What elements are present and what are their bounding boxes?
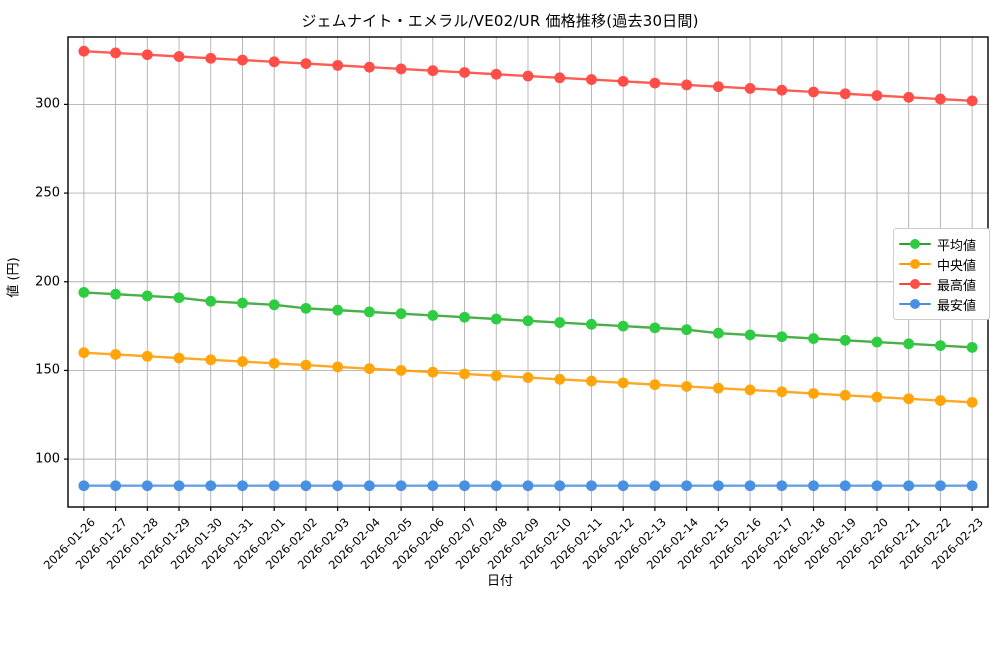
chart-title: ジェムナイト・エメラル/VE02/UR 価格推移(過去30日間) — [301, 12, 699, 30]
y-axis-tick-labels: 100 150 200 250 300 — [8, 0, 60, 600]
y-tick-label: 150 — [35, 362, 60, 378]
x-axis-label: 日付 — [486, 574, 513, 589]
legend-label: 中央値 — [937, 258, 977, 274]
chart-legend: 平均値中央値最高値最安値 — [893, 228, 990, 320]
series-line — [78, 347, 978, 408]
series-line — [78, 286, 978, 353]
y-tick-label: 250 — [35, 185, 60, 201]
legend-item[interactable]: 最安値 — [899, 294, 983, 314]
legend-item[interactable]: 平均値 — [899, 234, 983, 254]
legend-label: 最高値 — [937, 278, 977, 294]
plot-area — [64, 36, 989, 511]
legend-label: 最安値 — [937, 298, 977, 314]
legend-marker-icon — [899, 236, 931, 252]
legend-marker-icon — [899, 276, 931, 292]
series-line — [78, 45, 978, 107]
y-tick-label: 200 — [35, 274, 60, 290]
chart-figure: ジェムナイト・エメラル/VE02/UR 価格推移(過去30日間) 値 (円) 日… — [7, 0, 990, 600]
legend-marker-icon — [899, 256, 931, 272]
legend-item[interactable]: 中央値 — [899, 254, 983, 274]
legend-label: 平均値 — [937, 238, 977, 254]
series-line — [78, 480, 978, 492]
y-tick-label: 100 — [35, 451, 60, 467]
legend-item[interactable]: 最高値 — [899, 274, 983, 294]
legend-marker-icon — [899, 296, 931, 312]
y-tick-label: 300 — [35, 96, 60, 112]
